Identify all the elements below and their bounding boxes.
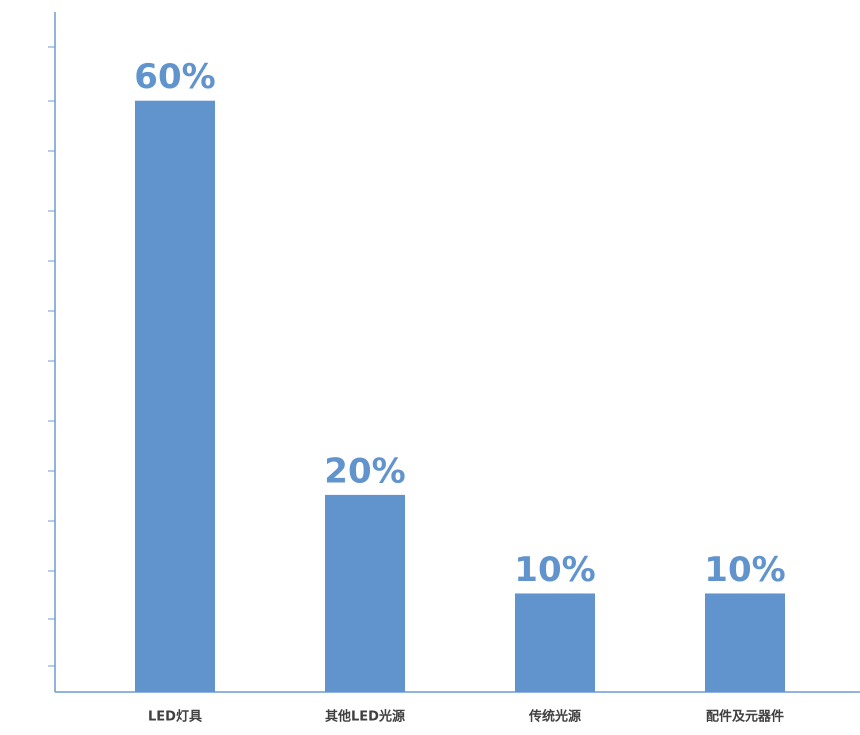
value-label: 10%	[704, 550, 785, 590]
bar	[325, 494, 405, 692]
x-tick-label: 配件及元器件	[706, 709, 784, 725]
bar	[135, 100, 215, 692]
x-tick-label: 其他LED光源	[325, 709, 405, 725]
bar	[705, 593, 785, 692]
value-label: 10%	[514, 550, 595, 590]
x-tick-label: 传统光源	[528, 709, 581, 725]
value-label: 60%	[134, 57, 215, 97]
x-tick-label: LED灯具	[148, 709, 202, 725]
value-label: 20%	[324, 451, 405, 491]
bar	[515, 593, 595, 692]
